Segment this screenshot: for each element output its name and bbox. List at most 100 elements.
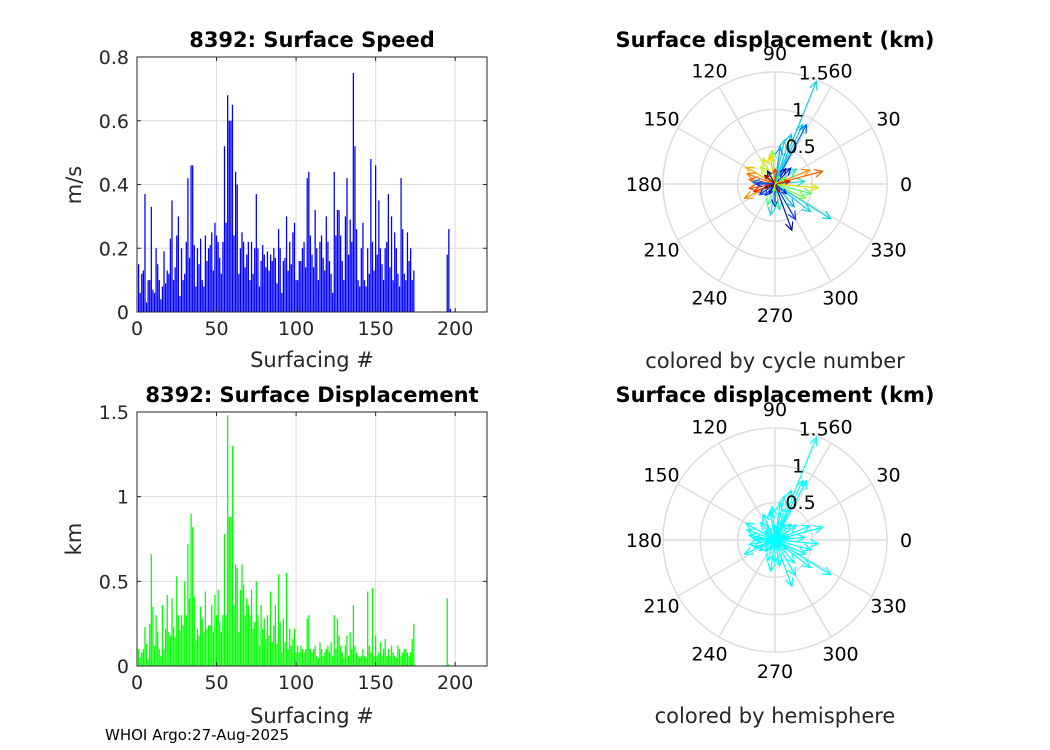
bar bbox=[362, 222, 364, 312]
bar bbox=[347, 254, 350, 312]
bar bbox=[209, 245, 211, 312]
displacement-arrow bbox=[745, 528, 776, 541]
arrow-head bbox=[765, 197, 774, 207]
bar bbox=[367, 248, 369, 312]
arrow-head bbox=[766, 525, 773, 533]
bar bbox=[235, 564, 237, 666]
bar bbox=[287, 649, 289, 666]
arrow-shaft bbox=[774, 183, 780, 193]
arrow-head bbox=[754, 536, 763, 544]
arrow-shaft bbox=[774, 523, 792, 541]
polar-angle-label: 60 bbox=[828, 417, 852, 439]
bar bbox=[351, 649, 353, 666]
bar bbox=[386, 241, 388, 312]
bar bbox=[413, 270, 415, 312]
bar bbox=[193, 596, 195, 666]
arrow-head bbox=[744, 522, 755, 531]
displacement-arrow bbox=[774, 539, 807, 555]
arrow-head bbox=[776, 188, 781, 193]
arrow-head bbox=[779, 523, 787, 532]
bar bbox=[158, 280, 160, 312]
displacement-arrow bbox=[774, 183, 794, 232]
arrow-head bbox=[796, 190, 807, 199]
x-axis-label: Surfacing # bbox=[250, 704, 374, 728]
arrow-shaft bbox=[774, 183, 806, 199]
bar bbox=[301, 649, 304, 666]
arrow-shaft bbox=[774, 539, 812, 551]
bar bbox=[188, 598, 191, 666]
y-tick-label: 0 bbox=[117, 302, 129, 324]
bar bbox=[231, 445, 234, 666]
arrow-shaft bbox=[774, 167, 792, 185]
bar bbox=[212, 632, 214, 666]
bar bbox=[246, 254, 248, 312]
bar bbox=[333, 615, 335, 666]
bar bbox=[386, 655, 388, 666]
bar bbox=[312, 649, 315, 666]
bar bbox=[192, 165, 194, 312]
bar bbox=[206, 261, 208, 312]
displacement-arrow bbox=[773, 539, 783, 568]
x-tick-label: 200 bbox=[437, 672, 473, 694]
bar bbox=[333, 171, 335, 312]
arrow-head bbox=[766, 153, 776, 164]
displacement-arrow bbox=[774, 145, 784, 185]
bar bbox=[157, 632, 159, 666]
bar bbox=[180, 248, 183, 312]
bar bbox=[319, 241, 321, 312]
displacement-arrow bbox=[754, 180, 775, 188]
bar bbox=[411, 280, 413, 312]
bar bbox=[142, 270, 144, 312]
bar bbox=[236, 184, 238, 312]
arrow-head bbox=[787, 210, 797, 221]
bar bbox=[139, 657, 141, 666]
bar bbox=[287, 270, 289, 312]
arrow-shaft bbox=[774, 533, 785, 541]
bar bbox=[222, 615, 224, 666]
arrow-head bbox=[763, 174, 770, 180]
bar bbox=[165, 283, 167, 312]
bar bbox=[176, 235, 178, 312]
bar bbox=[346, 178, 348, 312]
displacement-arrow bbox=[758, 539, 776, 552]
arrow-head bbox=[754, 180, 763, 188]
bar bbox=[387, 194, 389, 312]
arrow-head bbox=[759, 521, 768, 531]
bar bbox=[284, 257, 286, 312]
bar bbox=[375, 635, 377, 666]
arrow-head bbox=[773, 556, 783, 568]
bar bbox=[169, 238, 172, 312]
bar bbox=[222, 241, 224, 312]
arrow-head bbox=[762, 513, 771, 524]
arrow-shaft bbox=[774, 502, 781, 541]
bar bbox=[144, 627, 146, 666]
bar bbox=[349, 632, 351, 666]
displacement-arrow bbox=[766, 525, 776, 541]
polar-angle-label: 210 bbox=[643, 240, 679, 262]
bar bbox=[289, 241, 291, 312]
bar bbox=[163, 649, 165, 666]
arrow-shaft bbox=[764, 530, 776, 541]
displacement-arrow bbox=[745, 172, 776, 185]
arrow-head bbox=[776, 544, 781, 549]
displacement-arrow bbox=[774, 539, 788, 551]
bar bbox=[397, 645, 399, 666]
displacement-arrow bbox=[774, 123, 808, 185]
bar bbox=[265, 638, 267, 666]
arrow-head bbox=[784, 577, 794, 588]
bar bbox=[305, 649, 307, 666]
arrow-shaft bbox=[746, 173, 776, 185]
bar bbox=[379, 642, 382, 666]
bar bbox=[406, 652, 409, 666]
arrow-shaft bbox=[767, 170, 776, 185]
arrow-shaft bbox=[774, 183, 795, 208]
arrow-head bbox=[758, 188, 767, 196]
bar bbox=[163, 251, 165, 312]
bar bbox=[319, 642, 321, 666]
bar bbox=[336, 210, 339, 312]
bar bbox=[295, 280, 297, 312]
displacement-arrow bbox=[768, 183, 776, 195]
bar bbox=[448, 664, 450, 666]
bar bbox=[289, 628, 291, 666]
bar bbox=[338, 635, 340, 666]
